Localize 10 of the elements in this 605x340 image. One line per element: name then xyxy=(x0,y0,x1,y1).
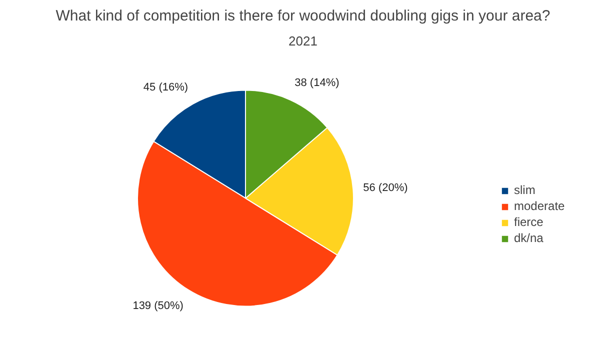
legend-label: moderate xyxy=(514,199,565,213)
chart-title: What kind of competition is there for woodwind doubling gigs in your area? xyxy=(56,8,550,24)
legend-label: fierce xyxy=(514,215,544,229)
legend-label: slim xyxy=(514,183,536,197)
data-label: 56 (20%) xyxy=(363,182,408,194)
legend-label: dk/na xyxy=(514,231,544,245)
chart-subtitle: 2021 xyxy=(288,34,318,48)
data-label: 45 (16%) xyxy=(143,82,188,94)
data-label: 38 (14%) xyxy=(294,77,340,90)
data-label: 139 (50%) xyxy=(132,300,184,312)
